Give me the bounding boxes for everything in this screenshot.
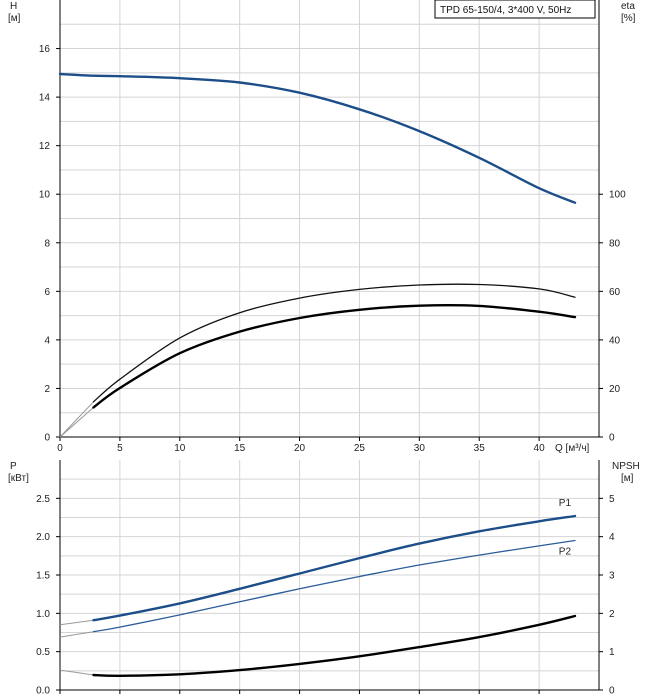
y-tick-label-right: 80 bbox=[609, 238, 621, 249]
y-tick-label-right: 2 bbox=[609, 609, 615, 620]
y-tick-label-right: 3 bbox=[609, 571, 615, 582]
x-tick-label: 40 bbox=[534, 443, 546, 454]
series-line-head bbox=[58, 72, 577, 204]
y-tick-label-left: 0.0 bbox=[36, 686, 50, 697]
y-tick-label-right: 0 bbox=[609, 686, 615, 697]
y-tick-label-right: 0 bbox=[609, 433, 615, 444]
series-line-efficiency-pump bbox=[92, 283, 576, 403]
y-axis-title-left: H bbox=[10, 1, 17, 12]
y-axis-unit-left: [м] bbox=[8, 13, 21, 24]
y-axis-title-left: P bbox=[10, 461, 17, 472]
series-extrapolation bbox=[59, 619, 94, 626]
y-axis-unit-right: [м] bbox=[621, 473, 634, 484]
y-axis-title-right: NPSH bbox=[612, 461, 640, 472]
y-tick-label-right: 20 bbox=[609, 384, 621, 395]
y-tick-label-right: 5 bbox=[609, 494, 615, 505]
y-tick-label-left: 2 bbox=[44, 384, 50, 395]
y-tick-label-right: 100 bbox=[609, 190, 626, 201]
x-tick-label: 35 bbox=[474, 443, 486, 454]
y-tick-label-right: 4 bbox=[609, 532, 615, 543]
x-tick-label: 20 bbox=[294, 443, 306, 454]
y-tick-label-right: 40 bbox=[609, 335, 621, 346]
y-tick-label-left: 1.5 bbox=[36, 571, 50, 582]
y-tick-label-right: 1 bbox=[609, 647, 615, 658]
series-line-npsh bbox=[92, 614, 577, 678]
y-axis-unit-right: [%] bbox=[621, 13, 636, 24]
y-tick-label-left: 0.5 bbox=[36, 647, 50, 658]
series-extrapolation bbox=[59, 631, 94, 638]
series-label-p2: P2 bbox=[559, 547, 572, 558]
series-extrapolation bbox=[59, 407, 94, 438]
y-axis-unit-left: [кВт] bbox=[8, 473, 29, 484]
x-tick-label: 15 bbox=[234, 443, 246, 454]
y-tick-label-left: 10 bbox=[39, 190, 51, 201]
y-tick-label-left: 14 bbox=[39, 93, 51, 104]
y-tick-label-left: 0 bbox=[44, 433, 50, 444]
y-tick-label-left: 4 bbox=[44, 335, 50, 346]
y-axis-title-right: eta bbox=[621, 1, 635, 12]
y-tick-label-left: 2.5 bbox=[36, 494, 50, 505]
legend: TPD 65-150/4, 3*400 V, 50Hz bbox=[434, 0, 596, 19]
y-tick-label-left: 2.0 bbox=[36, 532, 50, 543]
series-label-p1: P1 bbox=[559, 498, 572, 509]
legend-title: TPD 65-150/4, 3*400 V, 50Hz bbox=[440, 5, 571, 16]
y-tick-label-left: 1.0 bbox=[36, 609, 50, 620]
series-extrapolation bbox=[59, 669, 94, 676]
series-line-efficiency-total bbox=[92, 303, 577, 409]
x-tick-label: 10 bbox=[174, 443, 186, 454]
y-tick-label-right: 60 bbox=[609, 287, 621, 298]
x-tick-label: 5 bbox=[117, 443, 123, 454]
x-tick-label: 25 bbox=[354, 443, 366, 454]
y-tick-label-left: 12 bbox=[39, 141, 51, 152]
x-tick-label: 0 bbox=[57, 443, 63, 454]
legend-frame bbox=[434, 0, 596, 19]
y-tick-label-left: 6 bbox=[44, 287, 50, 298]
series-line-P2 bbox=[92, 539, 576, 633]
y-tick-label-left: 16 bbox=[39, 44, 51, 55]
y-tick-label-left: 8 bbox=[44, 238, 50, 249]
x-axis-label: Q [м³/ч] bbox=[555, 443, 590, 454]
series-line-P1 bbox=[92, 514, 577, 622]
x-tick-label: 30 bbox=[414, 443, 426, 454]
